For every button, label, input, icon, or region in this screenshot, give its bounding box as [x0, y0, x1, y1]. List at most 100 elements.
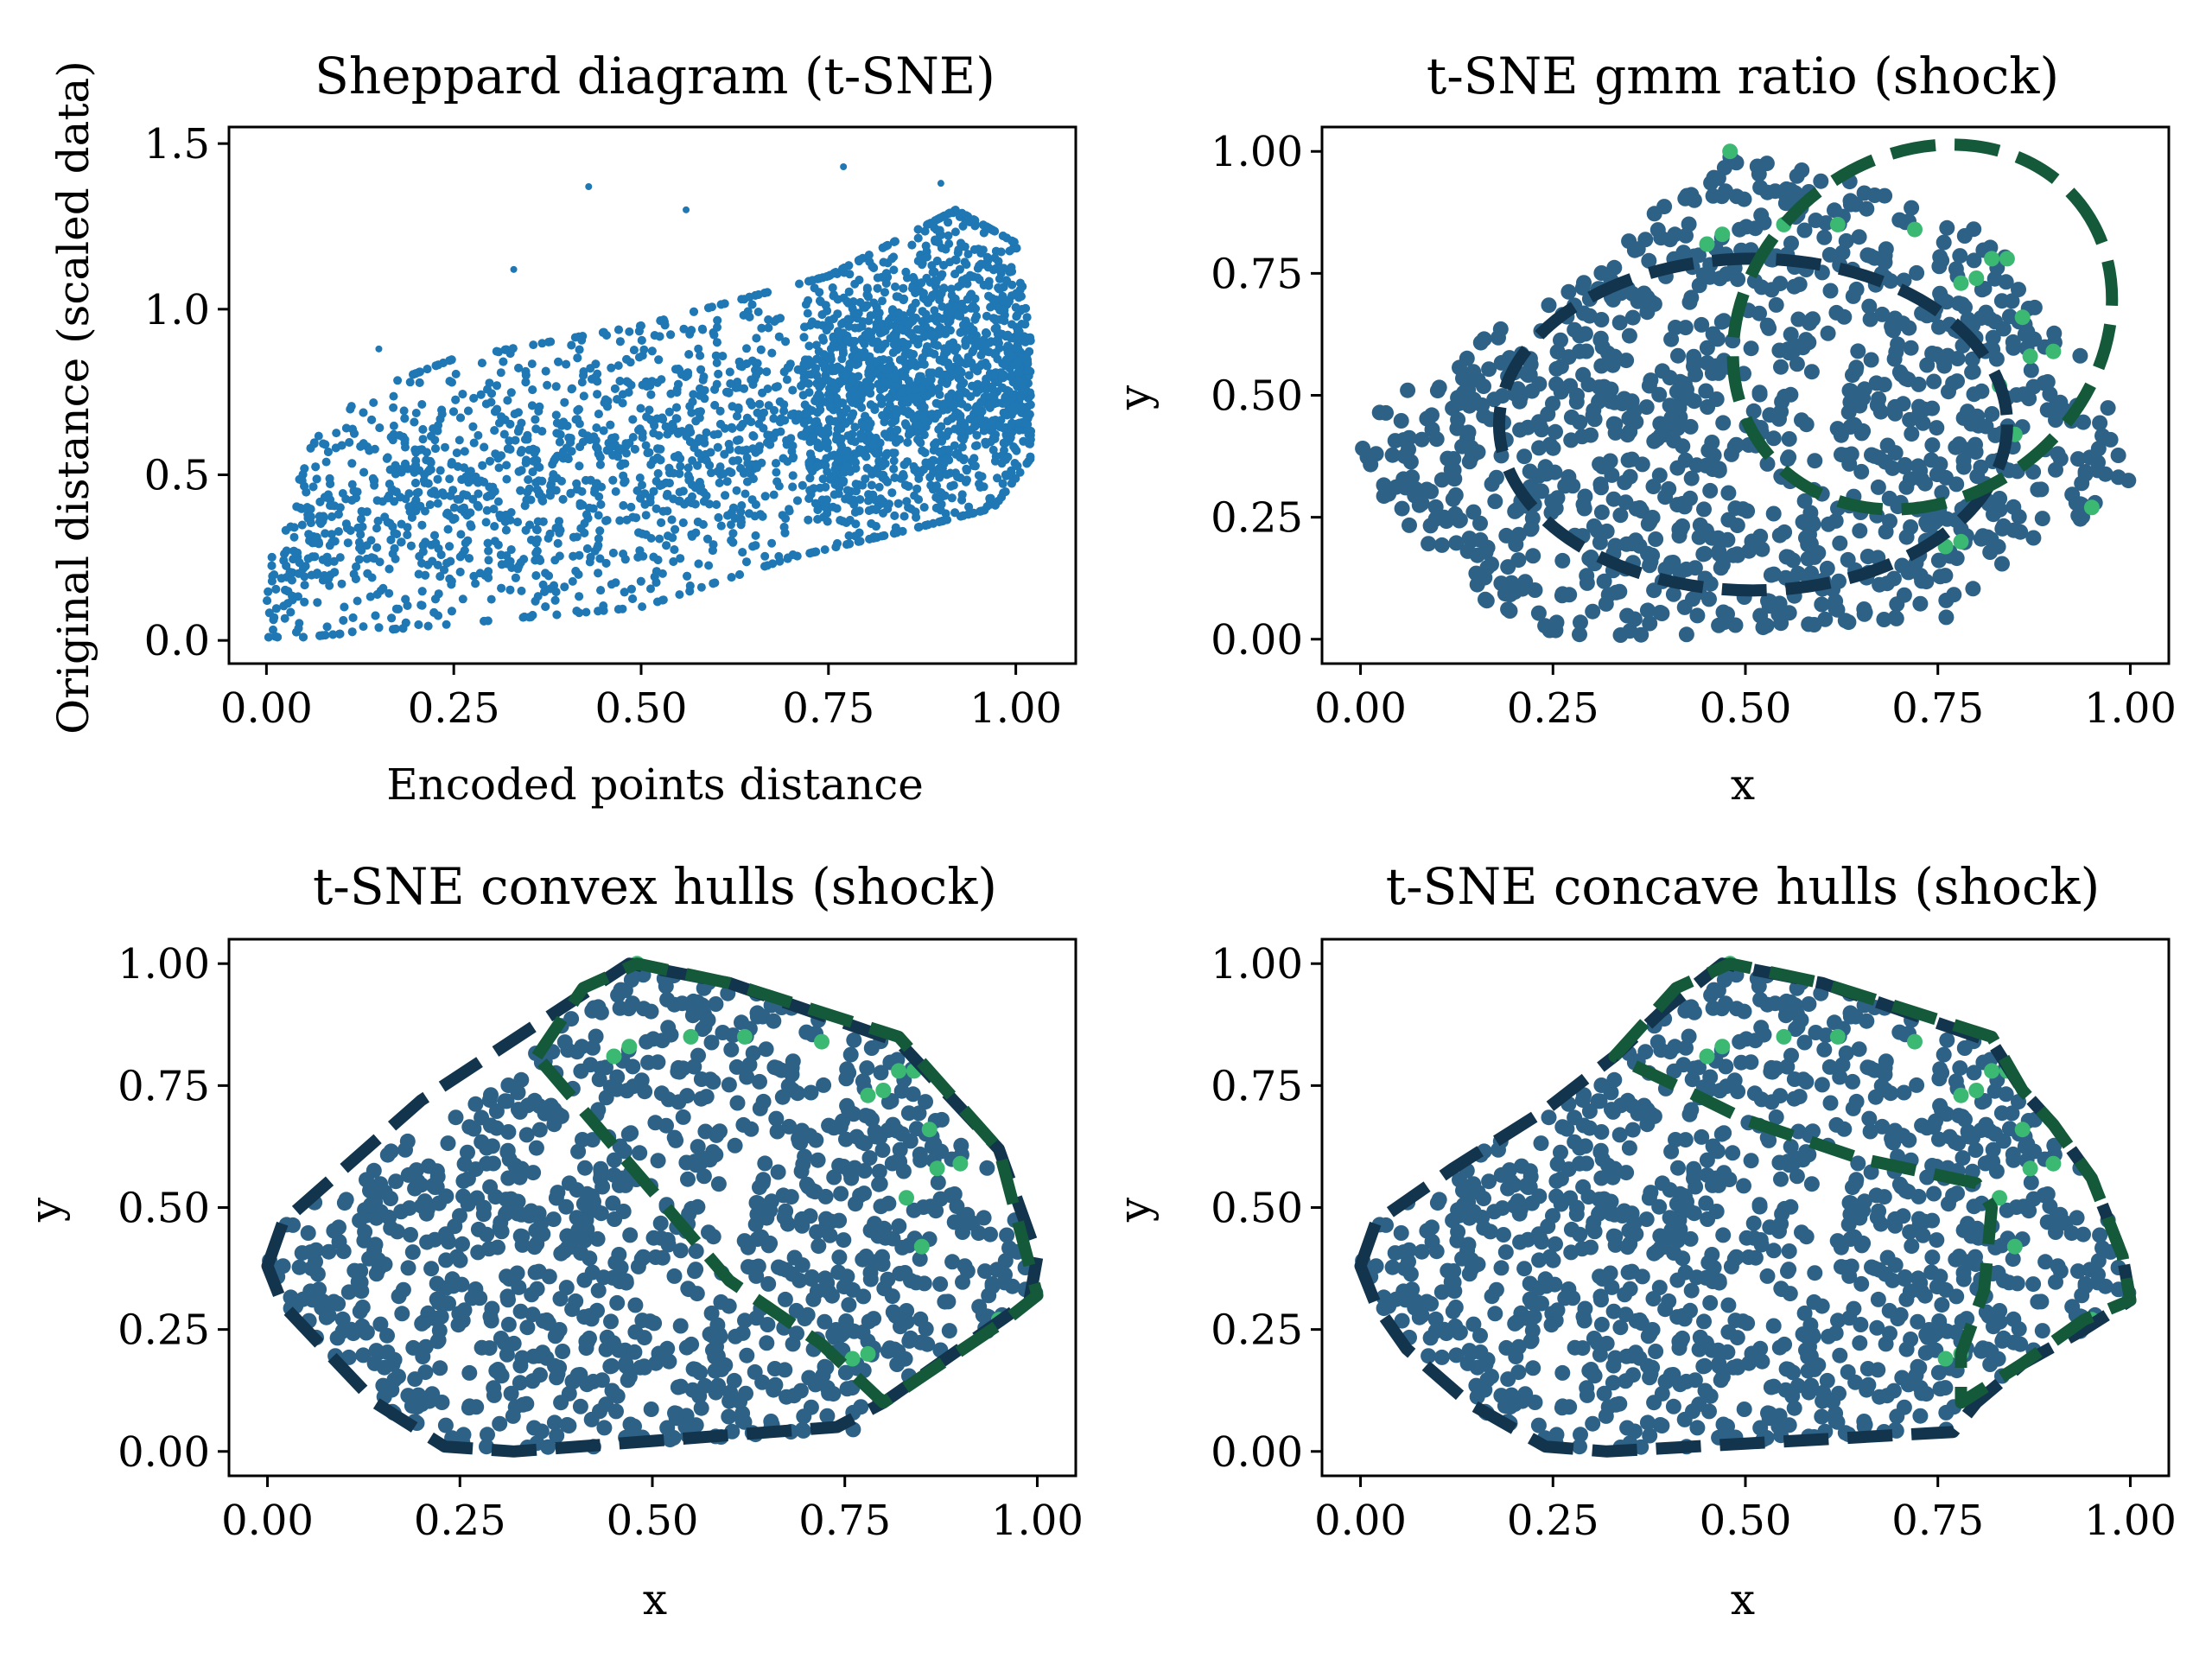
- sheppard-point: [493, 381, 501, 391]
- sheppard-point: [428, 556, 437, 566]
- sheppard-point: [815, 288, 824, 297]
- sheppard-point: [646, 584, 655, 594]
- sheppard-point: [599, 426, 608, 435]
- sheppard-point: [572, 479, 582, 488]
- sheppard-point: [912, 421, 922, 429]
- sheppard-point: [919, 403, 929, 412]
- sheppard-point: [537, 339, 547, 348]
- sheppard-point: [688, 397, 697, 406]
- sheppard-point: [520, 501, 530, 511]
- sheppard-point: [803, 308, 812, 318]
- sheppard-point: [328, 630, 338, 639]
- sheppard-point: [833, 295, 842, 304]
- sheppard-point: [437, 410, 447, 419]
- sheppard-point: [915, 436, 924, 446]
- sheppard-point: [519, 555, 529, 564]
- sheppard-point: [433, 426, 442, 435]
- sheppard-point: [939, 357, 949, 366]
- sheppard-point: [969, 454, 979, 463]
- sheppard-point: [738, 548, 747, 557]
- sheppard-point: [829, 315, 838, 323]
- sheppard-point: [308, 482, 318, 492]
- sheppard-point: [996, 247, 1006, 257]
- sheppard-point: [1003, 348, 1013, 357]
- sheppard-point: [417, 520, 427, 530]
- sheppard-point: [552, 610, 562, 620]
- sheppard-point: [327, 512, 336, 521]
- sheppard-point: [933, 410, 943, 419]
- sheppard-point: [826, 355, 836, 365]
- sheppard-point: [733, 411, 741, 421]
- sheppard-point: [957, 208, 967, 218]
- sheppard-point: [950, 294, 960, 303]
- sheppard-point: [884, 499, 893, 509]
- sheppard-point: [736, 507, 746, 517]
- sheppard-point: [487, 389, 496, 398]
- sheppard-point: [347, 496, 357, 505]
- sheppard-point: [755, 399, 765, 409]
- sheppard-point: [411, 479, 420, 487]
- sheppard-point: [922, 252, 931, 262]
- sheppard-point: [800, 400, 810, 410]
- sheppard-point: [713, 322, 721, 332]
- sheppard-point: [799, 431, 809, 441]
- sheppard-point: [867, 480, 876, 490]
- sheppard-point: [696, 582, 706, 592]
- sheppard-point: [372, 496, 382, 505]
- sheppard-point: [372, 543, 382, 552]
- sheppard-point: [400, 414, 410, 423]
- sheppard-point: [524, 475, 533, 485]
- sheppard-point: [391, 624, 400, 633]
- sheppard-point: [899, 512, 909, 521]
- sheppard-point: [322, 622, 332, 632]
- sheppard-point: [486, 397, 496, 407]
- sheppard-point: [401, 618, 410, 627]
- sheppard-point: [446, 491, 455, 500]
- sheppard-point: [1017, 402, 1027, 411]
- sheppard-point: [433, 499, 442, 508]
- sheppard-point: [931, 276, 940, 285]
- sheppard-point: [805, 486, 815, 495]
- sheppard-point: [320, 493, 329, 502]
- sheppard-point: [484, 546, 493, 556]
- sheppard-point: [748, 542, 758, 551]
- sheppard-point: [335, 553, 345, 563]
- sheppard-point: [478, 461, 487, 470]
- sheppard-point: [454, 435, 464, 445]
- sheppard-point: [919, 503, 929, 512]
- sheppard-point: [535, 402, 544, 411]
- sheppard-point: [788, 482, 798, 492]
- sheppard-point: [864, 496, 873, 505]
- sheppard-point: [1014, 367, 1023, 377]
- sheppard-point: [751, 531, 760, 540]
- sheppard-point: [541, 602, 550, 612]
- sheppard-point: [532, 546, 542, 556]
- sheppard-point: [848, 376, 857, 385]
- sheppard-point: [864, 251, 874, 260]
- sheppard-point: [287, 575, 296, 585]
- sheppard-point: [493, 497, 503, 506]
- sheppard-point: [267, 576, 276, 586]
- sheppard-point: [640, 489, 650, 499]
- sheppard-point: [325, 474, 334, 483]
- sheppard-point: [560, 582, 569, 592]
- sheppard-point: [762, 367, 772, 377]
- sheppard-point: [611, 486, 620, 496]
- sheppard-point: [694, 559, 703, 569]
- sheppard-point: [958, 511, 968, 520]
- sheppard-point: [411, 369, 421, 378]
- sheppard-point: [1022, 357, 1032, 366]
- sheppard-point: [734, 435, 744, 444]
- sheppard-point: [745, 292, 754, 302]
- sheppard-point: [562, 443, 571, 453]
- sheppard-point: [727, 536, 736, 545]
- sheppard-point: [595, 460, 605, 469]
- sheppard-point: [363, 569, 372, 578]
- sheppard-point: [931, 398, 941, 408]
- sheppard-point: [788, 442, 798, 450]
- sheppard-point: [713, 442, 722, 452]
- sheppard-point: [295, 558, 304, 568]
- sheppard-point: [818, 427, 828, 436]
- sheppard-point: [513, 427, 523, 436]
- sheppard-point: [832, 504, 842, 513]
